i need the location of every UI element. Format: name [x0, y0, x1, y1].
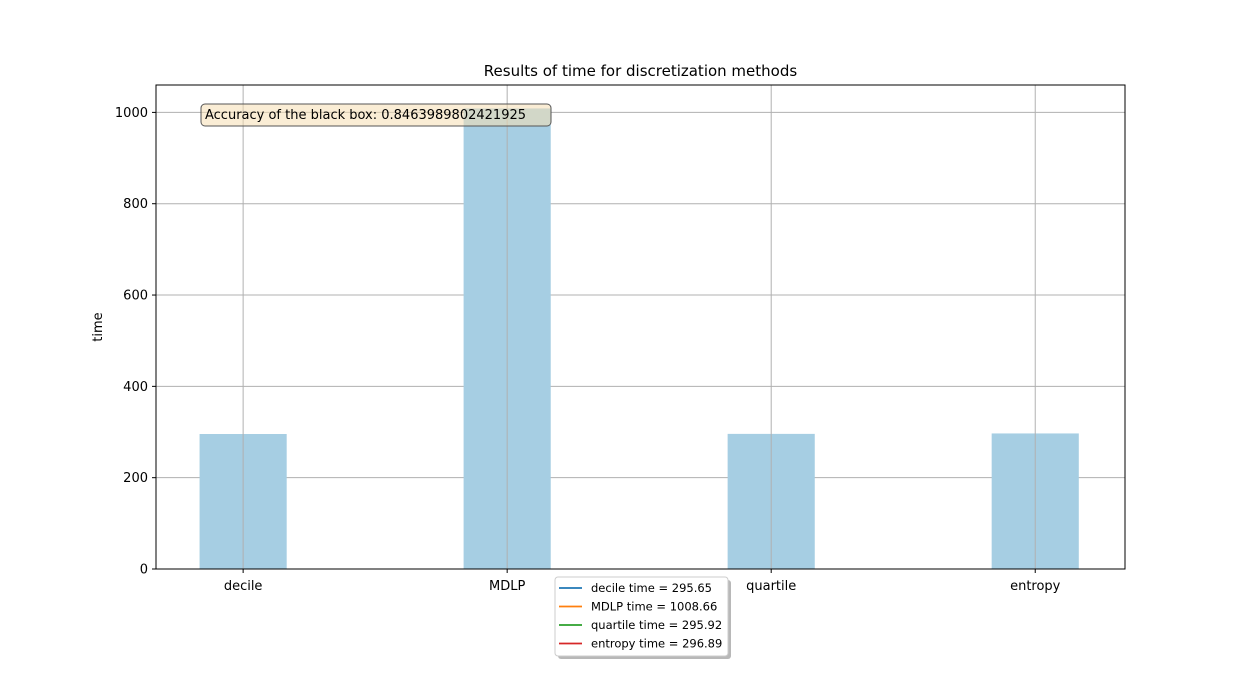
y-tick-label: 1000 — [115, 106, 148, 121]
legend: decile time = 295.65 MDLP time = 1008.66 q… — [554, 576, 731, 659]
x-axis: decile MDLP quartile entropy — [224, 569, 1061, 594]
vertical-grid — [242, 85, 1036, 569]
y-tick-label: 0 — [140, 563, 148, 578]
y-axis: 0 200 400 600 800 1000 — [115, 106, 156, 578]
bars — [199, 108, 1079, 569]
x-tick-label: entropy — [1010, 579, 1061, 594]
plot-frame — [155, 84, 1126, 570]
legend-frame — [554, 576, 729, 657]
chart-title: Results of time for discretization metho… — [484, 62, 798, 80]
y-tick-label: 200 — [123, 471, 148, 486]
annotation-text: Accuracy of the black box: 0.84639898024… — [205, 108, 526, 123]
legend-entry-label: MDLP time = 1008.66 — [591, 600, 717, 614]
legend-entry-label: quartile time = 295.92 — [591, 618, 722, 632]
legend-entry-label: decile time = 295.65 — [591, 581, 712, 595]
annotation-box: Accuracy of the black box: 0.84639898024… — [200, 103, 552, 127]
y-axis-title: time — [91, 312, 106, 341]
x-tick-label: decile — [224, 579, 263, 594]
y-tick-label: 600 — [123, 289, 148, 304]
x-tick-label: MDLP — [489, 579, 525, 594]
x-tick-label: quartile — [746, 579, 796, 594]
annotation-background — [200, 103, 552, 127]
legend-entry-label: entropy time = 296.89 — [591, 637, 722, 651]
grid — [156, 111, 1125, 479]
y-tick-label: 400 — [123, 380, 148, 395]
y-tick-label: 800 — [123, 197, 148, 212]
